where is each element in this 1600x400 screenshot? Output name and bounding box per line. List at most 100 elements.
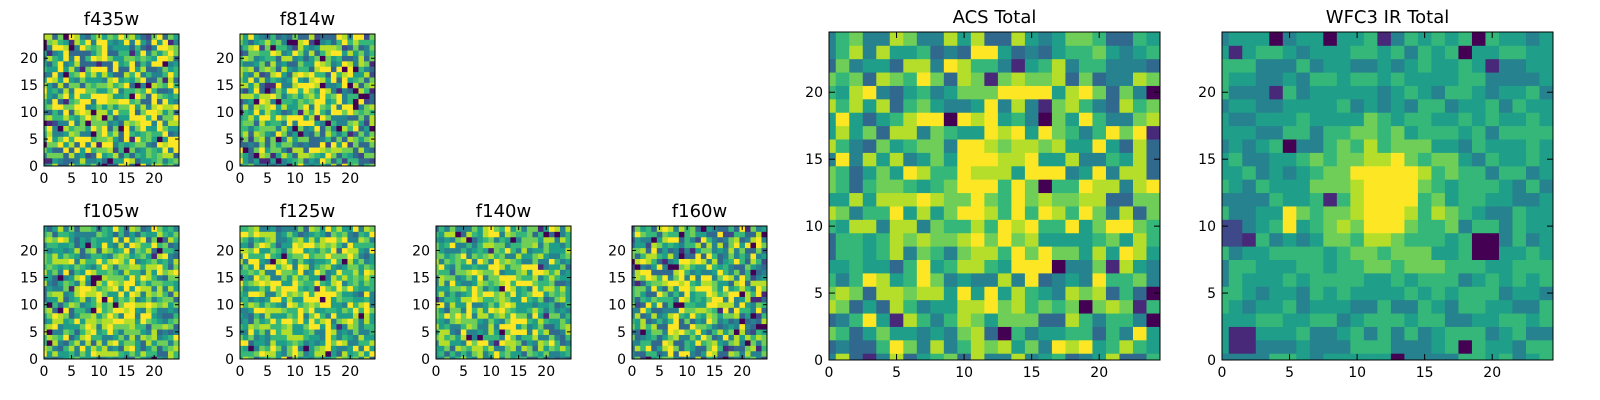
heatmap-cell [943, 139, 958, 153]
heatmap-cell [488, 312, 495, 319]
heatmap-cell [253, 236, 260, 243]
heatmap-cell [449, 253, 456, 259]
y-tick-label: 10 [608, 298, 626, 314]
heatmap-cell [499, 345, 506, 352]
heatmap-cell [118, 157, 125, 164]
heatmap-cell [482, 307, 489, 314]
heatmap-cell [369, 280, 376, 287]
heatmap-cell [849, 45, 864, 60]
heatmap-cell [1336, 192, 1351, 207]
heatmap-cell [744, 345, 751, 352]
heatmap-cell [90, 312, 97, 319]
heatmap-cell [123, 136, 130, 143]
heatmap-cell [706, 323, 713, 330]
heatmap-cell [358, 147, 365, 153]
heatmap-cell [253, 55, 260, 62]
heatmap-cell [640, 323, 647, 330]
heatmap-cell [488, 285, 495, 292]
heatmap-cell [79, 50, 86, 56]
heatmap-cell [242, 318, 249, 325]
heatmap-cell [510, 350, 517, 357]
heatmap-cell [46, 98, 53, 105]
heatmap-cell [678, 318, 685, 325]
heatmap-cell [57, 157, 64, 164]
heatmap-cell [101, 104, 108, 110]
heatmap-cell [173, 60, 180, 67]
heatmap-cell [63, 98, 70, 105]
heatmap-cell [849, 259, 864, 274]
heatmap-cell [352, 345, 359, 352]
heatmap-cell [1242, 313, 1257, 327]
heatmap-cell [460, 285, 467, 292]
heatmap-cell [123, 114, 130, 121]
heatmap-cell [270, 125, 277, 132]
heatmap-cell [903, 206, 918, 220]
heatmap-cell [455, 258, 462, 265]
heatmap-cell [957, 326, 972, 341]
heatmap-cell [140, 71, 147, 78]
heatmap-cell [640, 302, 647, 308]
heatmap-cell [744, 318, 751, 325]
heatmap-cell [559, 302, 566, 308]
heatmap-cell [68, 242, 75, 249]
heatmap-cell [1105, 259, 1120, 274]
heatmap-cell [1269, 246, 1284, 260]
heatmap-cell [248, 264, 255, 270]
heatmap-cell [532, 291, 539, 297]
heatmap-cell [319, 152, 326, 159]
heatmap-cell [466, 236, 473, 243]
heatmap-cell [662, 258, 669, 265]
heatmap-cell [744, 302, 751, 308]
heatmap-cell [156, 109, 163, 116]
heatmap-cell [79, 258, 86, 265]
heatmap-cell [264, 87, 271, 94]
heatmap-cell [292, 71, 299, 78]
heatmap-cell [303, 136, 310, 143]
heatmap-cell [482, 291, 489, 297]
heatmap-cell [532, 350, 539, 357]
heatmap-cell [85, 93, 92, 100]
heatmap-cell [303, 247, 310, 254]
heatmap-cell [717, 350, 724, 357]
heatmap-cell [493, 258, 500, 265]
heatmap-cell [297, 44, 304, 51]
heatmap-cell [96, 82, 103, 89]
x-tick-label: 15 [1023, 365, 1041, 381]
heatmap-cell [325, 242, 332, 249]
heatmap-cell [722, 323, 729, 330]
heatmap-cell [275, 302, 282, 308]
heatmap-cell [835, 112, 850, 127]
heatmap-cell [1458, 219, 1473, 234]
heatmap-cell [943, 326, 958, 341]
heatmap-cell [270, 77, 277, 83]
heatmap-cell [140, 77, 147, 83]
heatmap-cell [678, 340, 685, 346]
heatmap-cell [325, 55, 332, 62]
heatmap-cell [750, 318, 757, 325]
heatmap-cell [651, 312, 658, 319]
heatmap-cell [997, 58, 1012, 73]
heatmap-cell [336, 269, 343, 276]
heatmap-cell [761, 285, 768, 292]
heatmap-cell [63, 114, 70, 121]
heatmap-cell [303, 307, 310, 314]
heatmap-cell [717, 258, 724, 265]
heatmap-cell [352, 318, 359, 325]
heatmap-cell [44, 350, 48, 357]
heatmap-cell [916, 353, 931, 361]
heatmap-cell [521, 264, 528, 270]
axes-frame [435, 225, 572, 360]
heatmap-cell [1525, 286, 1540, 301]
heatmap-cell [1458, 339, 1473, 354]
heatmap-cell [363, 66, 370, 73]
heatmap-cell [700, 236, 707, 243]
heatmap-cell [264, 93, 271, 100]
heatmap-cell [1512, 206, 1527, 220]
heatmap-cell [281, 242, 288, 249]
heatmap-cell [303, 87, 310, 94]
heatmap-cell [526, 318, 533, 325]
heatmap-cell [240, 44, 244, 51]
heatmap-cell [455, 285, 462, 292]
heatmap-cell [521, 253, 528, 259]
heatmap-cell [46, 312, 53, 319]
